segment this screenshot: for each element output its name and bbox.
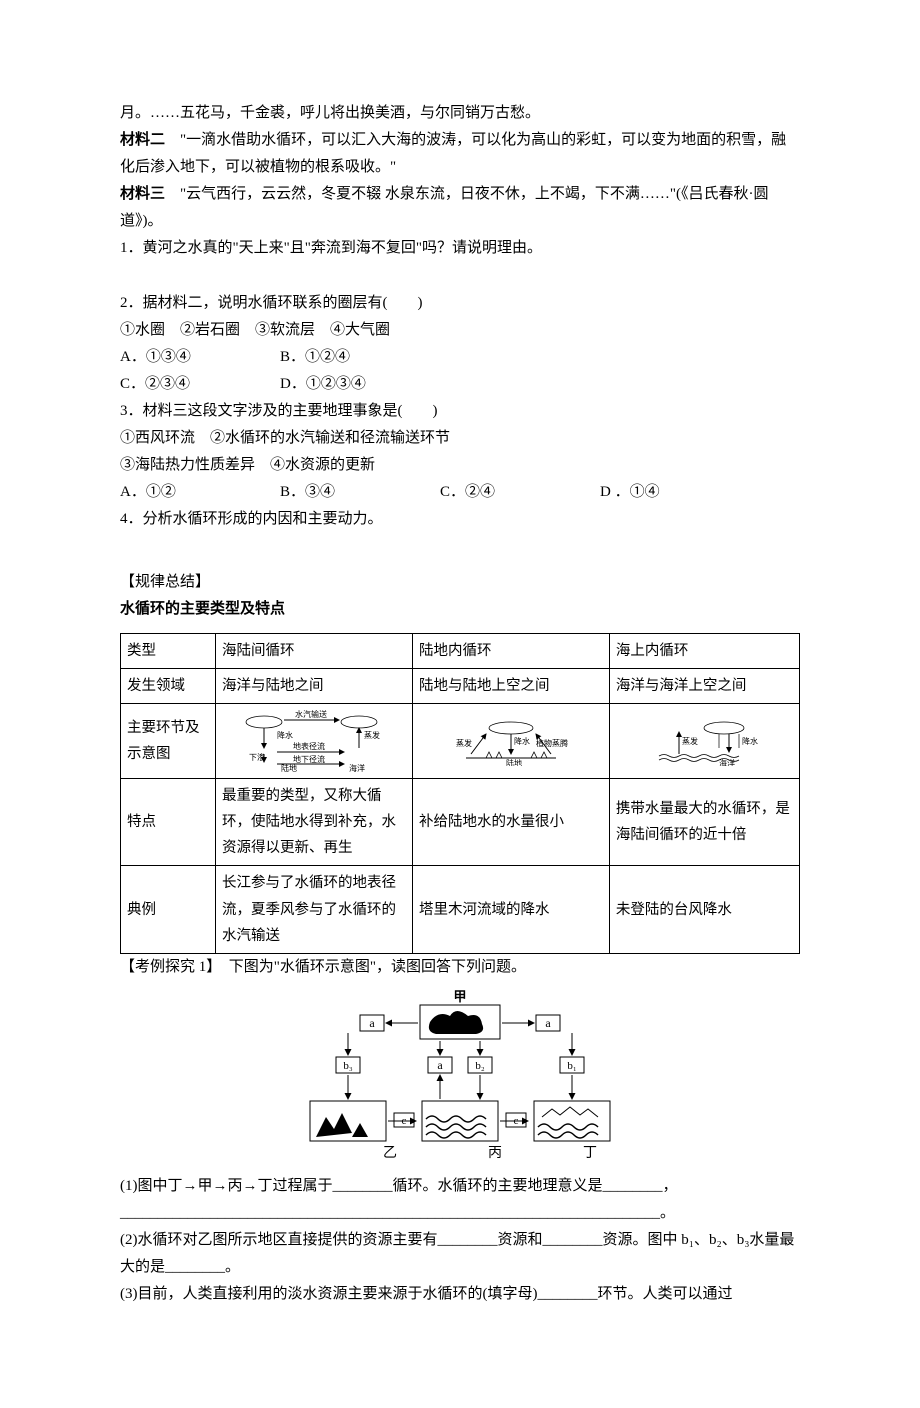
rule-subheading: 水循环的主要类型及特点 xyxy=(120,596,800,623)
sub-question-1a: (1)图中丁→甲→丙→丁过程属于________循环。水循环的主要地理意义是__… xyxy=(120,1173,800,1200)
example-sea-land: 长江参与了水循环的地表径流，夏季风参与了水循环的水汽输送 xyxy=(216,866,413,953)
svg-text:降水: 降水 xyxy=(514,736,530,746)
svg-text:乙: 乙 xyxy=(383,1145,397,1161)
area-land: 陆地与陆地上空之间 xyxy=(412,669,609,704)
sub-question-3: (3)目前，人类直接利用的淡水资源主要来源于水循环的(填字母)________环… xyxy=(120,1281,800,1308)
svg-text:a: a xyxy=(437,1058,443,1072)
svg-text:植物蒸腾: 植物蒸腾 xyxy=(536,738,568,748)
sea-cycle-icon: 蒸发 降水 海洋 xyxy=(634,716,774,766)
q3-option-b: B．③④ xyxy=(280,479,440,506)
q3-option-c: C．②④ xyxy=(440,479,600,506)
label-diagram: 主要环节及示意图 xyxy=(121,704,216,779)
label-feature: 特点 xyxy=(121,779,216,866)
th-sea-land: 海陆间循环 xyxy=(216,634,413,669)
material-2-label: 材料二 xyxy=(120,132,165,148)
material-3-text: "云气西行，云云然，冬夏不辍 水泉东流，日夜不休，上不竭，下不满……"(《吕氏春… xyxy=(120,186,769,229)
diagram-sea-land: 水汽输送 降水 蒸发 地表径流 下渗 地下径流 陆地 海洋 xyxy=(216,704,413,779)
svg-text:丙: 丙 xyxy=(488,1146,502,1161)
rule-heading: 【规律总结】 xyxy=(120,569,800,596)
q2-option-a: A．①③④ xyxy=(120,344,280,371)
svg-text:a: a xyxy=(369,1016,375,1030)
example-sea: 未登陆的台风降水 xyxy=(609,866,799,953)
material-3-label: 材料三 xyxy=(120,186,165,202)
poem-continuation: 月。……五花马，千金裘，呼儿将出换美酒，与尔同销万古愁。 xyxy=(120,100,800,127)
svg-text:a: a xyxy=(545,1016,551,1030)
table-row-feature: 特点 最重要的类型，又称大循环，使陆地水得到补充，水资源得以更新、再生 补给陆地… xyxy=(121,779,800,866)
table-row-diagram: 主要环节及示意图 水汽输送 降水 蒸发 地表径流 下渗 地下径流 陆地 海洋 xyxy=(121,704,800,779)
water-cycle-table: 类型 海陆间循环 陆地内循环 海上内循环 发生领域 海洋与陆地之间 陆地与陆地上… xyxy=(120,633,800,954)
svg-text:b₁: b₁ xyxy=(567,1060,577,1072)
question-2-row2: C．②③④ D．①②③④ xyxy=(120,371,800,398)
diagram-land: 蒸发 降水 植物蒸腾 陆地 xyxy=(412,704,609,779)
svg-text:降水: 降水 xyxy=(277,730,293,740)
svg-text:地表径流: 地表径流 xyxy=(293,741,325,751)
svg-text:甲: 甲 xyxy=(453,989,466,1004)
material-3: 材料三 "云气西行，云云然，冬夏不辍 水泉东流，日夜不休，上不竭，下不满……"(… xyxy=(120,181,800,235)
label-area: 发生领域 xyxy=(121,669,216,704)
table-row-area: 发生领域 海洋与陆地之间 陆地与陆地上空之间 海洋与海洋上空之间 xyxy=(121,669,800,704)
question-3-stem: 3．材料三这段文字涉及的主要地理事象是( ) xyxy=(120,398,800,425)
q2-option-d: D．①②③④ xyxy=(280,371,440,398)
svg-text:降水: 降水 xyxy=(742,736,758,746)
sea-land-cycle-icon: 水汽输送 降水 蒸发 地表径流 下渗 地下径流 陆地 海洋 xyxy=(229,710,399,772)
svg-text:陆地: 陆地 xyxy=(506,758,522,766)
blank-space xyxy=(120,262,800,290)
svg-text:陆地: 陆地 xyxy=(281,763,297,772)
question-2-items: ①水圈 ②岩石圈 ③软流层 ④大气圈 xyxy=(120,317,800,344)
q3-option-d: D ．①④ xyxy=(600,479,760,506)
land-cycle-icon: 蒸发 降水 植物蒸腾 陆地 xyxy=(436,716,586,766)
svg-text:地下径流: 地下径流 xyxy=(293,754,325,764)
question-2-row1: A．①③④ B．①②④ xyxy=(120,344,800,371)
th-land: 陆地内循环 xyxy=(412,634,609,669)
water-cycle-figure: 甲 a a b₃ a b₂ b₁ c c 乙 丙 丁 xyxy=(290,987,630,1167)
svg-text:海洋: 海洋 xyxy=(719,758,735,766)
question-2-stem: 2．据材料二，说明水循环联系的圈层有( ) xyxy=(120,290,800,317)
th-sea: 海上内循环 xyxy=(609,634,799,669)
question-3-items1: ①西风环流 ②水循环的水汽输送和径流输送环节 xyxy=(120,425,800,452)
svg-text:丁: 丁 xyxy=(583,1146,597,1161)
sub-question-1b: ________________________________________… xyxy=(120,1200,800,1227)
table-row-example: 典例 长江参与了水循环的地表径流，夏季风参与了水循环的水汽输送 塔里木河流域的降… xyxy=(121,866,800,953)
question-3-items2: ③海陆热力性质差异 ④水资源的更新 xyxy=(120,452,800,479)
label-example: 典例 xyxy=(121,866,216,953)
material-2-text: "一滴水借助水循环，可以汇入大海的波涛，可以化为高山的彩虹，可以变为地面的积雪，… xyxy=(120,132,786,175)
blank-space-3 xyxy=(120,623,800,631)
blank-space-2 xyxy=(120,533,800,561)
example-heading: 【考例探究 1】 下图为"水循环示意图"，读图回答下列问题。 xyxy=(120,954,800,981)
question-4: 4．分析水循环形成的内因和主要动力。 xyxy=(120,506,800,533)
feature-sea: 携带水量最大的水循环，是海陆间循环的近十倍 xyxy=(609,779,799,866)
th-type: 类型 xyxy=(121,634,216,669)
feature-land: 补给陆地水的水量很小 xyxy=(412,779,609,866)
area-sea: 海洋与海洋上空之间 xyxy=(609,669,799,704)
q2-option-c: C．②③④ xyxy=(120,371,280,398)
material-2: 材料二 "一滴水借助水循环，可以汇入大海的波涛，可以化为高山的彩虹，可以变为地面… xyxy=(120,127,800,181)
area-sea-land: 海洋与陆地之间 xyxy=(216,669,413,704)
svg-text:b₃: b₃ xyxy=(343,1060,353,1072)
q3-option-a: A．①② xyxy=(120,479,280,506)
feature-sea-land: 最重要的类型，又称大循环，使陆地水得到补充，水资源得以更新、再生 xyxy=(216,779,413,866)
sub-question-2: (2)水循环对乙图所示地区直接提供的资源主要有________资源和______… xyxy=(120,1227,800,1281)
blank-space-2b xyxy=(120,561,800,569)
svg-text:蒸发: 蒸发 xyxy=(364,730,380,740)
svg-text:蒸发: 蒸发 xyxy=(682,736,698,746)
question-3-row: A．①② B．③④ C．②④ D ．①④ xyxy=(120,479,800,506)
example-land: 塔里木河流域的降水 xyxy=(412,866,609,953)
svg-text:水汽输送: 水汽输送 xyxy=(295,710,327,719)
svg-text:下渗: 下渗 xyxy=(249,752,265,762)
question-1: 1．黄河之水真的"天上来"且"奔流到海不复回"吗？请说明理由。 xyxy=(120,235,800,262)
svg-text:蒸发: 蒸发 xyxy=(456,738,472,748)
table-header-row: 类型 海陆间循环 陆地内循环 海上内循环 xyxy=(121,634,800,669)
svg-text:b₂: b₂ xyxy=(475,1060,485,1072)
q2-option-b: B．①②④ xyxy=(280,344,440,371)
svg-text:海洋: 海洋 xyxy=(349,763,365,772)
diagram-sea: 蒸发 降水 海洋 xyxy=(609,704,799,779)
